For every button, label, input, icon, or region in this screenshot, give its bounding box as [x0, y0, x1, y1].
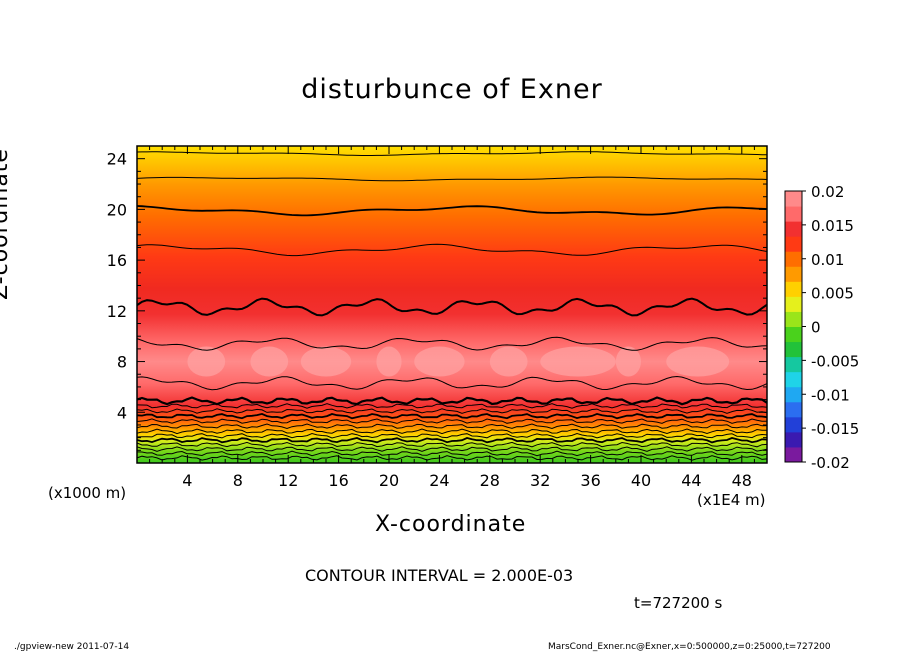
colorbar-segment: [785, 251, 802, 267]
colorbar-segment: [785, 341, 802, 358]
x-tick-label: 16: [328, 471, 348, 490]
y-tick-label: 4: [117, 403, 127, 422]
contour-line: [136, 446, 768, 452]
high-value-region: [300, 346, 352, 377]
colorbar-label: 0.015: [811, 217, 854, 235]
y-tick-label: 8: [117, 353, 127, 372]
colorbar-segment: [785, 416, 802, 433]
colorbar-segment: [785, 386, 802, 403]
x-tick-label: 8: [233, 471, 243, 490]
colorbar-segment: [785, 266, 802, 282]
contour-line: [136, 428, 767, 435]
contour-interval-note: CONTOUR INTERVAL = 2.000E-03: [305, 566, 574, 585]
contour-line: [136, 403, 768, 409]
y-axis-label: Z-coordinate: [0, 148, 13, 300]
contour-line: [136, 418, 768, 424]
x-unit-label: (x1E4 m): [697, 491, 766, 509]
contour-line: [136, 450, 768, 457]
time-label: t=727200 s: [634, 594, 723, 612]
colorbar-label: 0.01: [811, 251, 844, 269]
x-axis-label: X-coordinate: [375, 512, 527, 537]
contour-line: [136, 243, 768, 257]
colorbar-label: 0: [811, 319, 821, 337]
high-value-region: [540, 346, 616, 377]
x-tick-label: 20: [379, 471, 399, 490]
high-value-region: [376, 346, 402, 377]
y-tick-label: 16: [107, 251, 127, 270]
x-tick-label: 40: [631, 471, 651, 490]
y-unit-label: (x1000 m): [48, 484, 127, 502]
contour-line: [136, 432, 768, 439]
contour-line: [136, 423, 768, 430]
contour-line: [136, 412, 768, 420]
footer-right: MarsCond_Exner.nc@Exner,x=0:500000,z=0:2…: [548, 642, 831, 652]
y-tick-label: 24: [107, 150, 127, 169]
high-value-region: [615, 346, 642, 377]
colorbar-label: -0.01: [811, 386, 850, 404]
contour-line: [136, 375, 768, 391]
colorbar-segment: [785, 236, 802, 252]
chart-title: disturbunce of Exner: [301, 74, 603, 105]
x-tick-label: 44: [681, 471, 701, 490]
high-value-region: [187, 346, 226, 377]
colorbar-segment: [785, 191, 802, 207]
contour-line-bold: [136, 297, 768, 317]
colorbar-segment: [785, 371, 802, 388]
colorbar-label: -0.02: [811, 454, 850, 472]
contour-line: [136, 455, 768, 461]
contour-line: [136, 437, 768, 444]
colorbar-label: 0.02: [811, 183, 844, 201]
high-value-region: [414, 346, 465, 377]
contour-line-bold: [136, 205, 768, 217]
x-tick-label: 12: [278, 471, 298, 490]
colorbar-segment: [785, 281, 802, 297]
colorbar-segment: [785, 206, 802, 222]
high-value-region: [666, 346, 730, 377]
contour-line: [136, 336, 768, 351]
colorbar-segment: [785, 356, 802, 373]
colorbar-segment: [785, 401, 802, 418]
colorbar-segment: [785, 446, 802, 463]
contour-line: [136, 441, 768, 448]
contour-line: [136, 151, 768, 156]
contour-line: [136, 176, 768, 182]
x-tick-label: 4: [182, 471, 192, 490]
contour-line-bold: [136, 396, 768, 406]
x-tick-label: 28: [480, 471, 500, 490]
y-tick-label: 20: [107, 200, 127, 219]
x-tick-label: 24: [429, 471, 449, 490]
y-tick-label: 12: [107, 302, 127, 321]
colorbar-label: -0.015: [811, 420, 859, 438]
x-tick-label: 32: [530, 471, 550, 490]
colorbar-label: 0.005: [811, 285, 854, 303]
x-tick-label: 48: [732, 471, 752, 490]
high-value-region: [250, 346, 289, 377]
colorbar-segment: [785, 326, 802, 343]
colorbar-label: -0.005: [811, 352, 859, 370]
colorbar-segment: [785, 431, 802, 448]
contour-line: [136, 408, 768, 414]
colorbar-segment: [785, 311, 802, 327]
colorbar-segment: [785, 296, 802, 312]
footer-left: ./gpview-new 2011-07-14: [14, 642, 130, 652]
colorbar-segment: [785, 221, 802, 237]
high-value-region: [489, 346, 528, 377]
x-tick-label: 36: [580, 471, 600, 490]
